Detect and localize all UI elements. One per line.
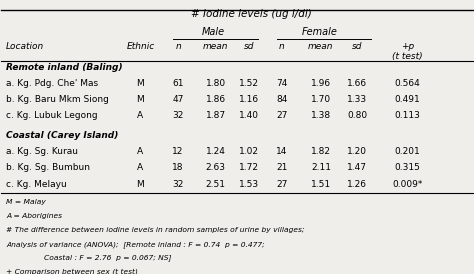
Text: 1.38: 1.38 (311, 112, 331, 121)
Text: # The difference between iodine levels in random samples of urine by villages;: # The difference between iodine levels i… (6, 227, 304, 233)
Text: 14: 14 (276, 147, 287, 156)
Text: 1.72: 1.72 (239, 164, 259, 173)
Text: 12: 12 (173, 147, 184, 156)
Text: 27: 27 (276, 112, 287, 121)
Text: Ethnic: Ethnic (126, 42, 155, 51)
Text: 1.16: 1.16 (239, 95, 259, 104)
Text: 32: 32 (173, 179, 184, 189)
Text: 1.87: 1.87 (206, 112, 226, 121)
Text: 1.80: 1.80 (206, 79, 226, 89)
Text: M = Malay: M = Malay (6, 199, 46, 206)
Text: 27: 27 (276, 179, 287, 189)
Text: 1.53: 1.53 (239, 179, 259, 189)
Text: +p
(t test): +p (t test) (392, 42, 423, 61)
Text: 1.96: 1.96 (311, 79, 331, 89)
Text: 1.70: 1.70 (311, 95, 331, 104)
Text: 1.66: 1.66 (347, 79, 367, 89)
Text: 1.47: 1.47 (347, 164, 367, 173)
Text: 0.009*: 0.009* (392, 179, 423, 189)
Text: Analysis of variance (ANOVA);  [Remote inland : F = 0.74  p = 0.477;: Analysis of variance (ANOVA); [Remote in… (6, 241, 264, 248)
Text: 0.315: 0.315 (395, 164, 420, 173)
Text: c. Kg. Melayu: c. Kg. Melayu (6, 179, 67, 189)
Text: 47: 47 (173, 95, 184, 104)
Text: A: A (137, 164, 144, 173)
Text: 18: 18 (173, 164, 184, 173)
Text: sd: sd (244, 42, 254, 51)
Text: n: n (175, 42, 181, 51)
Text: a. Kg. Pdg. Che' Mas: a. Kg. Pdg. Che' Mas (6, 79, 98, 89)
Text: a. Kg. Sg. Kurau: a. Kg. Sg. Kurau (6, 147, 78, 156)
Text: M: M (137, 179, 144, 189)
Text: 2.51: 2.51 (206, 179, 226, 189)
Text: 1.52: 1.52 (239, 79, 259, 89)
Text: A: A (137, 147, 144, 156)
Text: 1.51: 1.51 (311, 179, 331, 189)
Text: 32: 32 (173, 112, 184, 121)
Text: 0.564: 0.564 (395, 79, 420, 89)
Text: 0.113: 0.113 (395, 112, 420, 121)
Text: 84: 84 (276, 95, 287, 104)
Text: A = Aborigines: A = Aborigines (6, 213, 62, 219)
Text: n: n (279, 42, 285, 51)
Text: Male: Male (202, 27, 225, 37)
Text: A: A (137, 112, 144, 121)
Text: Coastal : F = 2.76  p = 0.067; NS]: Coastal : F = 2.76 p = 0.067; NS] (6, 255, 172, 261)
Text: # Iodine levels (ug l/dl): # Iodine levels (ug l/dl) (191, 9, 311, 19)
Text: c. Kg. Lubuk Legong: c. Kg. Lubuk Legong (6, 112, 98, 121)
Text: 1.40: 1.40 (239, 112, 259, 121)
Text: 1.86: 1.86 (206, 95, 226, 104)
Text: sd: sd (352, 42, 363, 51)
Text: 1.82: 1.82 (311, 147, 331, 156)
Text: 21: 21 (276, 164, 287, 173)
Text: mean: mean (203, 42, 228, 51)
Text: 1.33: 1.33 (347, 95, 367, 104)
Text: Coastal (Carey Island): Coastal (Carey Island) (6, 132, 118, 141)
Text: 0.80: 0.80 (347, 112, 367, 121)
Text: Location: Location (6, 42, 45, 51)
Text: 2.11: 2.11 (311, 164, 331, 173)
Text: Female: Female (301, 27, 337, 37)
Text: M: M (137, 79, 144, 89)
Text: 1.24: 1.24 (206, 147, 226, 156)
Text: 2.63: 2.63 (206, 164, 226, 173)
Text: b. Kg. Sg. Bumbun: b. Kg. Sg. Bumbun (6, 164, 90, 173)
Text: 1.26: 1.26 (347, 179, 367, 189)
Text: Remote inland (Baling): Remote inland (Baling) (6, 63, 123, 72)
Text: 61: 61 (173, 79, 184, 89)
Text: 74: 74 (276, 79, 287, 89)
Text: 0.201: 0.201 (395, 147, 420, 156)
Text: 1.02: 1.02 (239, 147, 259, 156)
Text: b. Kg. Baru Mkm Siong: b. Kg. Baru Mkm Siong (6, 95, 109, 104)
Text: M: M (137, 95, 144, 104)
Text: + Comparison between sex (t test): + Comparison between sex (t test) (6, 269, 138, 274)
Text: 0.491: 0.491 (395, 95, 420, 104)
Text: 1.20: 1.20 (347, 147, 367, 156)
Text: mean: mean (308, 42, 334, 51)
